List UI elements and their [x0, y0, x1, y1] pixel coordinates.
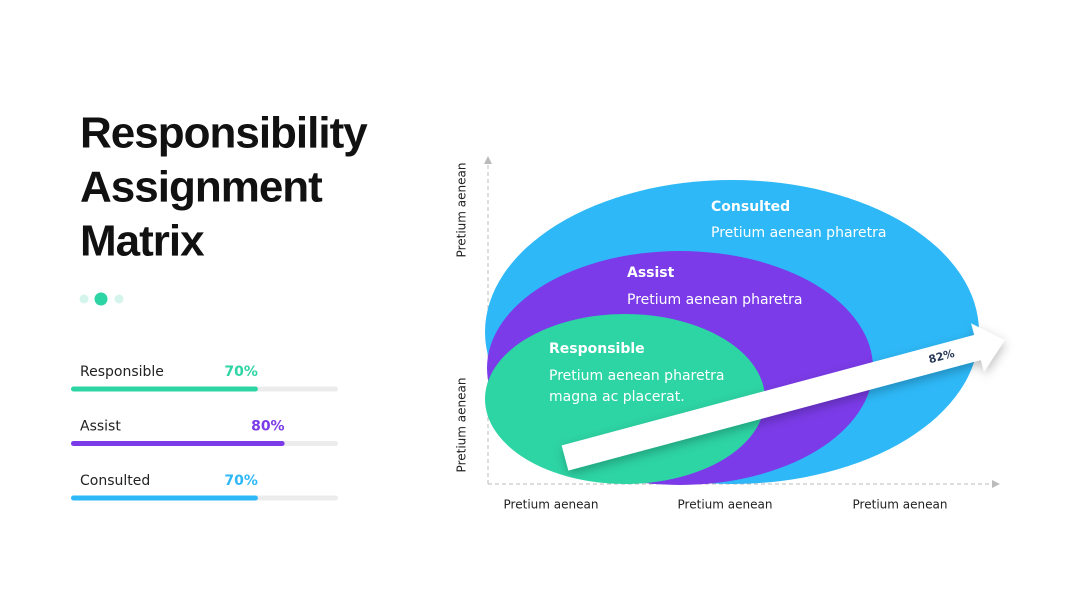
arrow	[561, 323, 1005, 471]
ellipse-text: Pretium aenean pharetra	[549, 368, 724, 384]
progress-value: 70%	[224, 473, 258, 489]
ellipse-title: Assist	[627, 265, 675, 281]
progress-value: 70%	[224, 364, 258, 380]
title-line: Responsibility	[80, 109, 368, 158]
dot	[79, 294, 89, 304]
ellipse-text: Pretium aenean pharetra	[711, 225, 886, 241]
x-axis-label: Pretium aenean	[504, 498, 599, 512]
progress-name: Consulted	[80, 473, 150, 489]
progress-bar	[71, 441, 285, 446]
ellipse-title: Consulted	[711, 199, 790, 215]
progress-name: Responsible	[80, 364, 164, 380]
dot	[114, 294, 124, 304]
progress-name: Assist	[80, 419, 121, 435]
x-axis-label: Pretium aenean	[678, 498, 773, 512]
title-line: Assignment	[80, 163, 323, 212]
ellipse-text: magna ac placerat.	[549, 389, 685, 405]
ellipse	[485, 314, 765, 484]
title-line: Matrix	[80, 217, 205, 266]
progress-bar	[71, 386, 258, 392]
progress-value: 80%	[251, 419, 285, 435]
y-axis-label: Pretium aenean	[455, 378, 469, 473]
x-axis-label: Pretium aenean	[853, 498, 948, 512]
progress-bar	[71, 495, 258, 501]
arrow-group: 82%	[561, 323, 1005, 471]
ellipse-title: Responsible	[549, 341, 645, 357]
ellipse-text: Pretium aenean pharetra	[627, 292, 802, 308]
dot	[94, 292, 108, 306]
y-axis-label: Pretium aenean	[455, 163, 469, 258]
